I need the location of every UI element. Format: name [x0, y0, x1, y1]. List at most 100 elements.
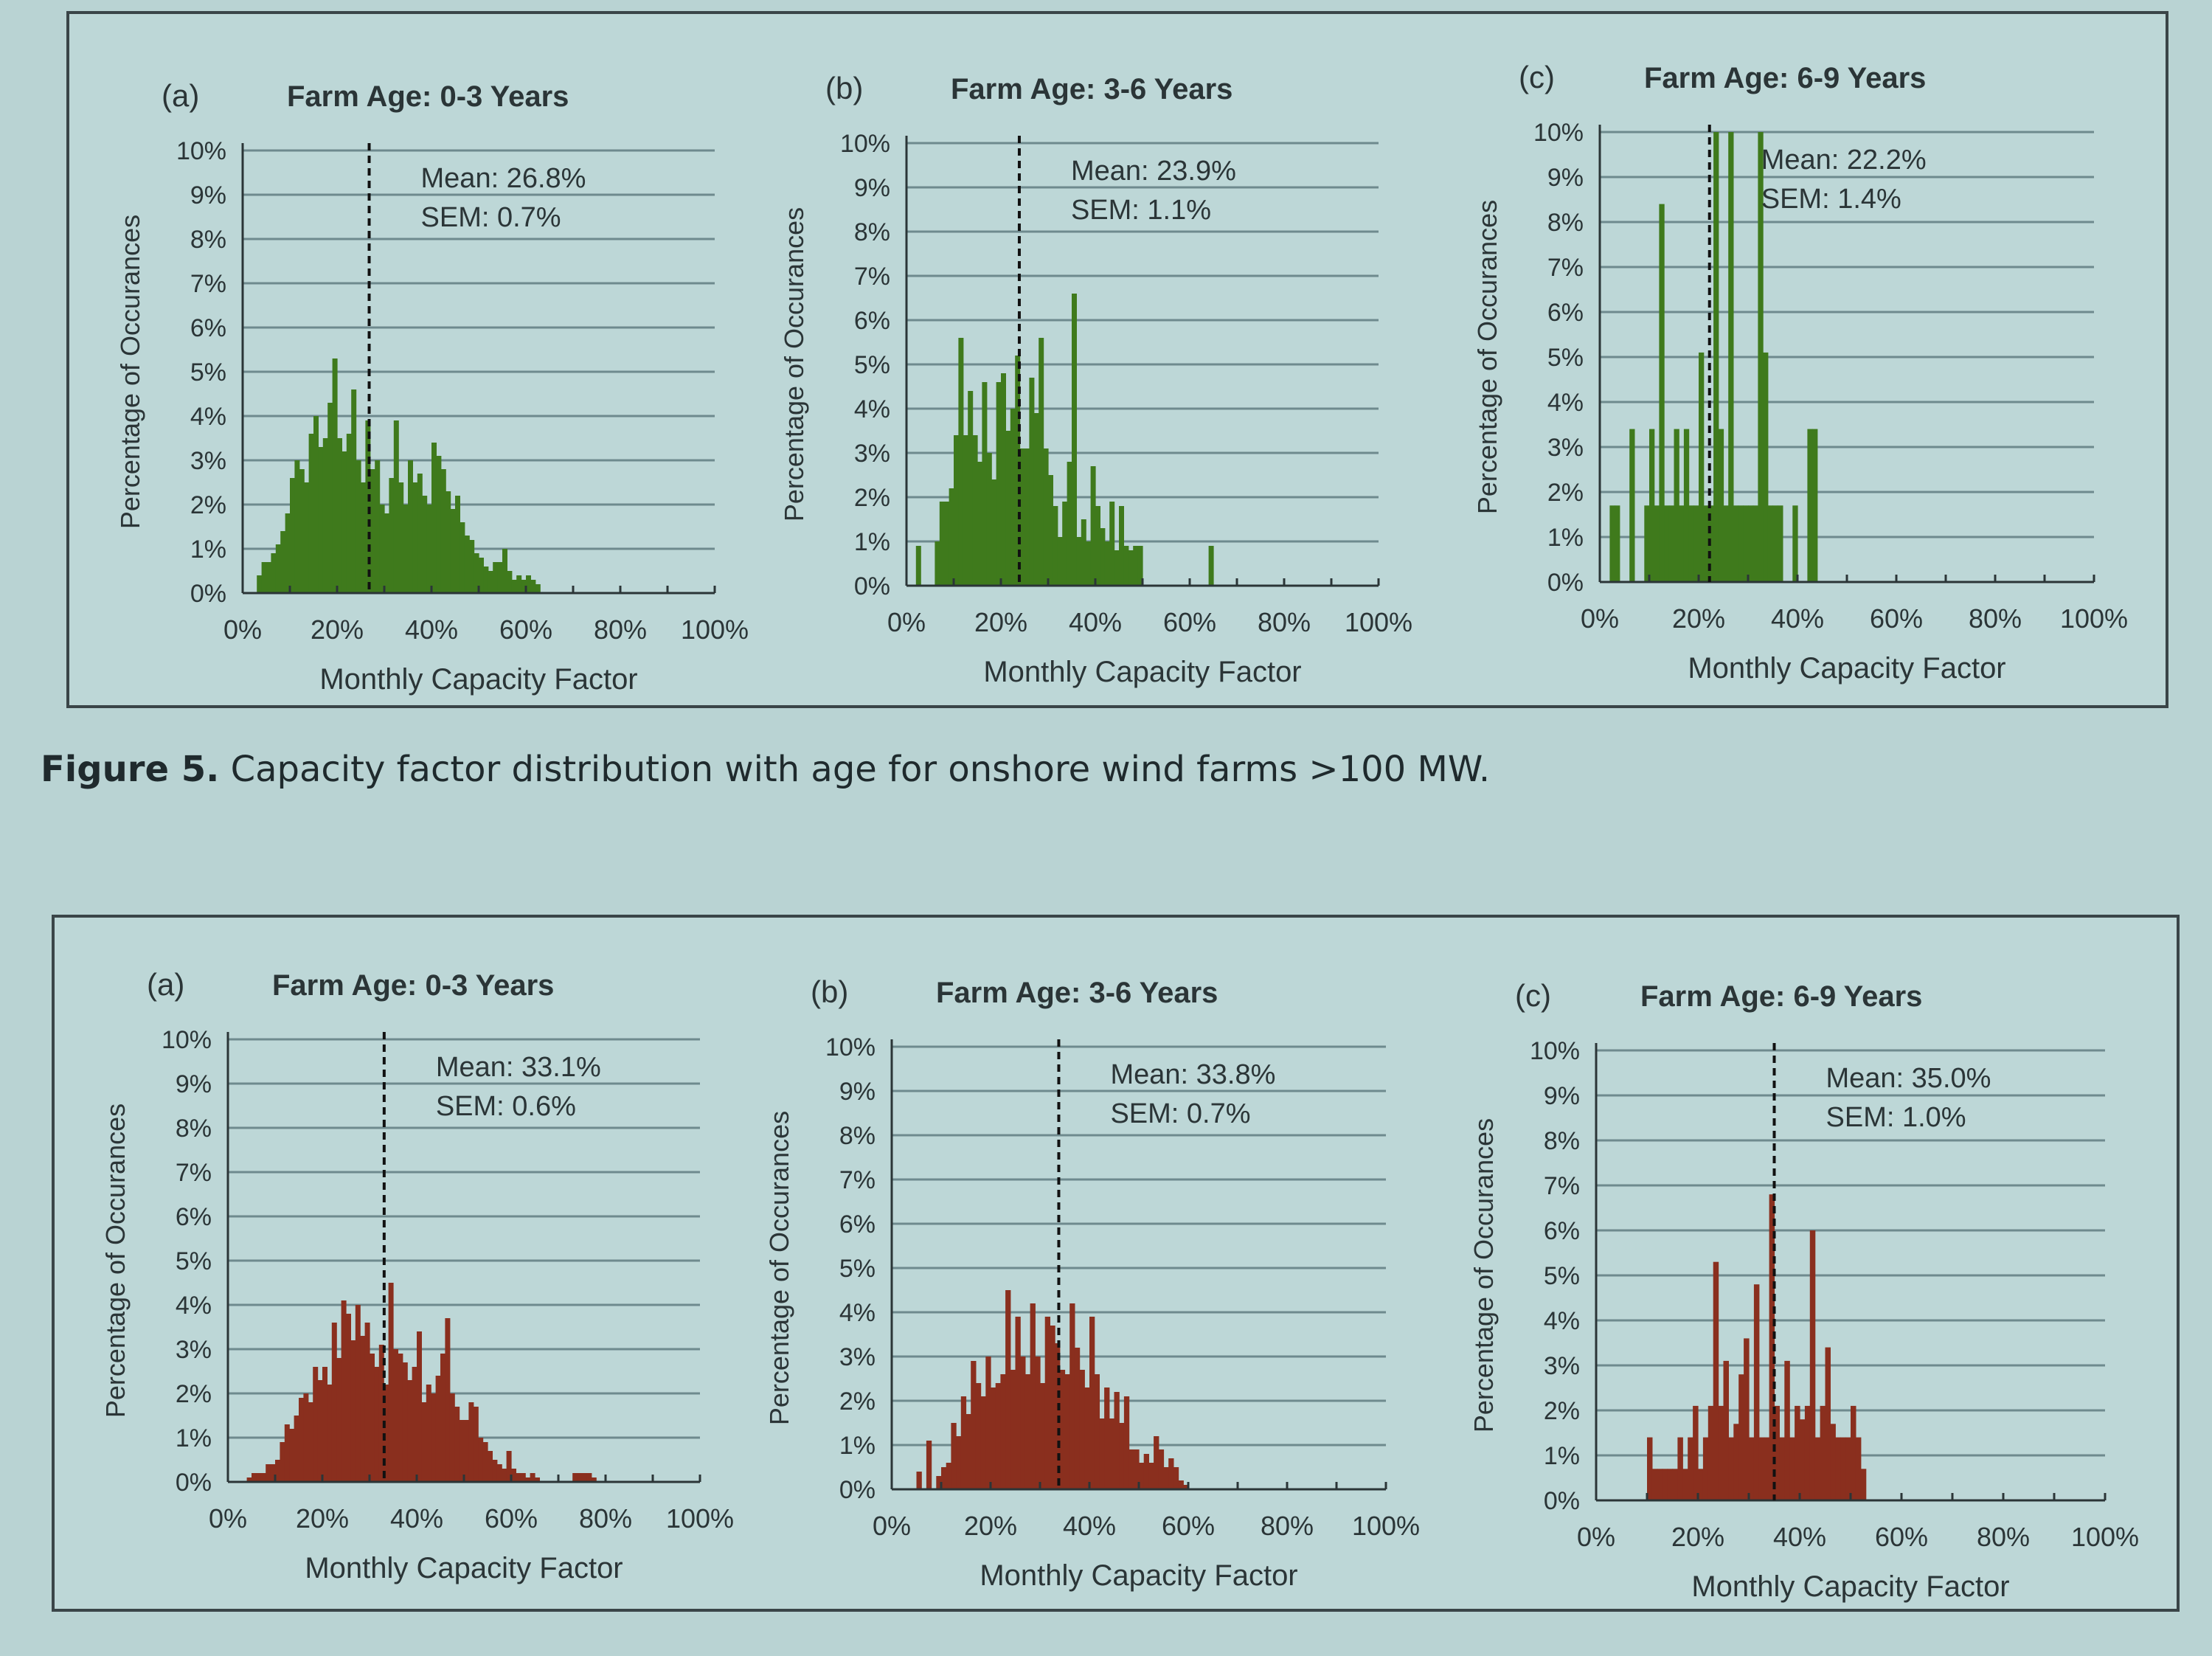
histogram-bar [431, 1393, 437, 1482]
histogram-bar [1104, 541, 1110, 586]
histogram-bar [1723, 505, 1729, 582]
y-tick-label: 1% [854, 528, 890, 556]
histogram-bar [516, 1473, 521, 1482]
y-tick-label: 3% [1544, 1352, 1580, 1380]
y-tick-label: 0% [839, 1476, 876, 1504]
histogram-bar [389, 478, 395, 593]
histogram-bar [1090, 466, 1096, 586]
y-tick-label: 8% [190, 226, 226, 254]
histogram-bar [284, 1424, 290, 1482]
histogram-bar [1057, 537, 1063, 586]
histogram-bar [1753, 1284, 1760, 1500]
histogram-bar [1178, 1480, 1184, 1489]
subplot-title: Farm Age: 6-9 Years [1644, 62, 1926, 94]
y-tick-label: 8% [1544, 1127, 1580, 1155]
chart-top-3: 0% 1% 2% 3% 4% 5% 6% 7% 8% 9% 10% 0% 20% 40% 60% 80% 100… [1472, 60, 2128, 685]
histogram-bar [270, 1464, 276, 1482]
histogram-bar [327, 1385, 333, 1482]
mean-label: Mean: 33.1% [436, 1052, 601, 1083]
subplot-letter: (a) [147, 967, 184, 1002]
y-tick-label: 9% [1544, 1082, 1580, 1110]
sem-label: SEM: 0.6% [436, 1091, 576, 1122]
histogram-bar [1001, 373, 1006, 586]
histogram-bar [1609, 505, 1615, 582]
sem-label: SEM: 1.4% [1761, 184, 1901, 215]
histogram-bar [1744, 1338, 1750, 1500]
histogram-bar [1100, 528, 1106, 586]
histogram-bar [454, 1407, 460, 1482]
x-tick-label: 80% [1977, 1522, 2030, 1552]
histogram-bar [1825, 1347, 1831, 1500]
histogram-bar [1168, 1458, 1174, 1489]
histogram-bar [455, 496, 460, 593]
histogram-bar [1035, 1357, 1041, 1489]
histogram-bar [951, 1423, 957, 1489]
y-tick-label: 7% [190, 270, 226, 298]
histogram-bar [346, 434, 352, 593]
histogram-bar [1820, 1405, 1826, 1500]
histogram-bar [1743, 505, 1749, 582]
histogram-bar [1688, 1437, 1693, 1500]
y-tick-label: 0% [176, 1469, 212, 1497]
histogram-bar [370, 469, 375, 593]
histogram-bar [460, 522, 465, 593]
histogram-bar [1029, 378, 1035, 586]
y-tick-label: 3% [854, 440, 890, 468]
histogram-bar [991, 479, 997, 586]
y-tick-label: 1% [176, 1424, 212, 1452]
histogram-bar [1748, 505, 1754, 582]
histogram-bar [926, 1441, 932, 1489]
histogram-bar [1749, 1437, 1755, 1500]
histogram-bar [1674, 429, 1679, 582]
histogram-bar [440, 1354, 445, 1482]
histogram-bar [313, 416, 319, 593]
histogram-bar [1707, 1405, 1714, 1500]
histogram-bar [525, 1477, 531, 1482]
y-tick-label: 8% [1547, 209, 1584, 237]
histogram-bar [280, 1442, 285, 1482]
x-tick-label: 0% [209, 1503, 247, 1534]
y-tick-label: 4% [1547, 389, 1584, 417]
y-tick-label: 1% [190, 536, 226, 564]
histogram-bar [1030, 1303, 1036, 1489]
histogram-bar [1099, 1418, 1105, 1489]
histogram-bar [572, 1473, 578, 1482]
chart-top-1: 0% 1% 2% 3% 4% 5% 6% 7% 8% 9% 10% 0% 20% 40% 60% 80% 100… [115, 78, 749, 696]
x-tick-label: 0% [1577, 1522, 1615, 1552]
histogram-bar [1137, 546, 1143, 586]
histogram-bar [459, 1420, 465, 1482]
histogram-bar [294, 460, 300, 593]
histogram-bar [1089, 1317, 1095, 1489]
histogram-bar [294, 1416, 299, 1482]
histogram-bar [1795, 1405, 1800, 1500]
histogram-bar [1733, 505, 1739, 582]
histogram-bar [1081, 519, 1086, 586]
histogram-bar [991, 1387, 996, 1489]
histogram-bar [361, 482, 366, 593]
histogram-bar [1024, 448, 1030, 586]
histogram-bar [1059, 1370, 1066, 1489]
histogram-bar [1044, 1317, 1050, 1489]
subplot-letter: (a) [162, 78, 199, 113]
histogram-bar [1010, 1370, 1016, 1489]
subplot-letter: (c) [1519, 60, 1555, 94]
y-tick-label: 4% [854, 395, 890, 423]
histogram-bar [1800, 1419, 1806, 1500]
histogram-bar [374, 1367, 380, 1482]
histogram-bar [1134, 1449, 1140, 1489]
x-tick-label: 0% [887, 607, 926, 637]
histogram-bar [1723, 1360, 1729, 1500]
histogram-bar [1128, 1449, 1134, 1489]
histogram-bar [304, 482, 310, 593]
y-tick-label: 6% [1544, 1217, 1580, 1245]
chart-top-2: 0% 1% 2% 3% 4% 5% 6% 7% 8% 9% 10% 0% 20% 40% 60% 80% 100… [779, 71, 1412, 688]
histogram-bar [1654, 505, 1660, 582]
histogram-bar [502, 1469, 507, 1482]
histogram-bar [956, 1436, 962, 1489]
histogram-bar [1109, 1418, 1115, 1489]
histogram-bar [322, 438, 328, 593]
y-tick-label: 2% [1544, 1397, 1580, 1425]
histogram-bar [322, 1367, 327, 1482]
histogram-bar [963, 435, 968, 586]
y-tick-label: 10% [162, 1026, 212, 1054]
